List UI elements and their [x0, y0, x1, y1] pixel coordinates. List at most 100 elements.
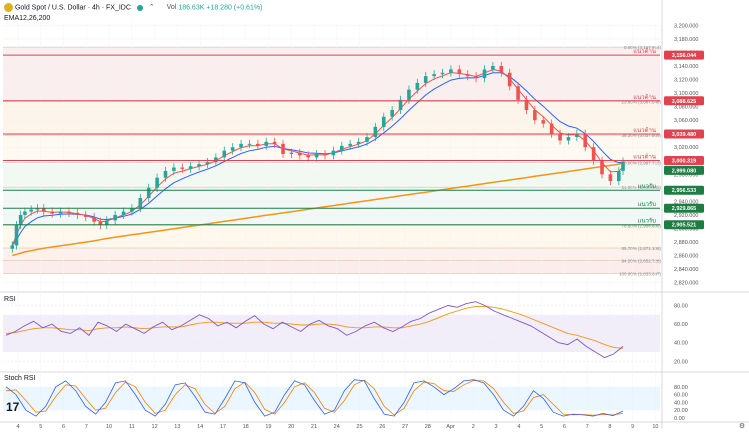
- candle-body: [172, 167, 176, 171]
- rsi-title: RSI: [4, 296, 16, 303]
- fib-zone: [3, 162, 660, 188]
- candle-body: [188, 166, 193, 169]
- level-tag: แนวต้าน: [633, 154, 656, 161]
- y-tick-label: 2,860.000: [674, 254, 698, 260]
- x-tick-label: 4: [16, 424, 19, 429]
- fib-zone: [3, 135, 660, 163]
- x-tick-label: 5: [39, 424, 42, 429]
- ema200-line: [12, 162, 624, 257]
- x-tick-label: 18: [243, 424, 249, 429]
- fib-label: 78.60% (2,904.695): [621, 223, 661, 228]
- indicator-legend[interactable]: EMA12,26,200: [4, 15, 50, 22]
- fib-zone: [3, 47, 660, 102]
- x-tick-label: 28: [425, 424, 431, 429]
- candle-body: [348, 143, 352, 146]
- candle-body: [14, 225, 19, 246]
- level-tag: แนวรับ: [638, 218, 657, 225]
- candle-body: [407, 89, 411, 100]
- x-tick-label: 21: [311, 424, 317, 429]
- candle-body: [608, 174, 613, 182]
- level-badge: [664, 50, 704, 60]
- candle-body: [180, 167, 185, 169]
- x-tick-label: 10: [106, 424, 112, 429]
- candle-body: [264, 141, 269, 146]
- fib-label: 94.20% (2,852.728): [621, 258, 661, 263]
- y-tick-label: 3,120.000: [674, 78, 698, 84]
- stoch-tick-label: 60.00: [674, 393, 688, 399]
- x-tick-label: 2: [472, 424, 475, 429]
- candle-body: [533, 110, 537, 121]
- current-price-label: 2,999.080: [672, 168, 696, 174]
- fib-zone: [3, 248, 660, 261]
- y-tick-label: 3,100.000: [674, 91, 698, 97]
- level-badge: [664, 203, 704, 213]
- level-badge-label: 3,156.044: [672, 53, 697, 59]
- tradingview-logo-icon: 17: [6, 400, 20, 414]
- level-badge-label: 3,000.319: [672, 159, 696, 165]
- candle-body: [41, 208, 46, 212]
- x-tick-label: 26: [379, 424, 385, 429]
- candle-body: [98, 221, 103, 226]
- level-badge-label: 2,929.865: [672, 206, 696, 212]
- rsi-ma-line: [5, 305, 624, 349]
- candle-body: [541, 120, 546, 124]
- candle-body: [155, 177, 159, 188]
- chart-menu-icon[interactable]: ⌃: [148, 4, 155, 12]
- candle-body: [10, 245, 15, 249]
- fib-label: 23.60% (3,087.548): [621, 100, 661, 105]
- symbol-header: Gold Spot / U.S. Dollar · 4h · FX_IDC ⌃ …: [4, 3, 262, 12]
- candle-body: [617, 170, 621, 182]
- x-tick-label: 3: [495, 424, 498, 429]
- rsi-line: [5, 301, 624, 359]
- fib-label: 100.00% (2,833.347): [619, 272, 662, 277]
- level-tag: แนวต้าน: [633, 94, 656, 101]
- candle-body: [356, 141, 361, 144]
- fib-label: 50.00% (2,997.713): [621, 160, 661, 165]
- x-tick-label: 6: [563, 424, 566, 429]
- candle-body: [516, 86, 520, 100]
- fib-label: 38.20% (3,037.868): [621, 133, 661, 138]
- indicator-label: EMA12,26,200: [4, 15, 51, 22]
- y-tick-label: 3,020.000: [674, 145, 698, 151]
- candle-body: [600, 160, 604, 175]
- candle-body: [23, 211, 27, 215]
- stoch-band: [3, 386, 660, 411]
- x-tick-label: 11: [129, 424, 135, 429]
- rsi-tick-label: 60.00: [674, 322, 688, 328]
- x-tick-label: 12: [152, 424, 158, 429]
- x-tick-label: 5: [540, 424, 543, 429]
- current-price-badge: [664, 165, 704, 175]
- candle-body: [130, 208, 134, 212]
- candle-body: [373, 126, 378, 138]
- level-badge: [664, 220, 704, 230]
- candle-body: [272, 141, 277, 144]
- candle-body: [247, 143, 252, 145]
- settings-gear-icon: ⚙: [739, 422, 745, 429]
- candle-body: [314, 154, 319, 158]
- candle-body: [281, 143, 285, 154]
- candle-body: [163, 170, 168, 178]
- candle-body: [549, 123, 554, 134]
- rsi-tick-label: 40.00: [674, 341, 688, 347]
- candle-body: [474, 76, 478, 79]
- stoch-legend[interactable]: Stoch RSI: [4, 375, 36, 382]
- candle-body: [306, 155, 311, 158]
- y-tick-label: 3,060.000: [674, 118, 698, 124]
- volume-value: 186.63K: [178, 4, 205, 12]
- candle-body: [432, 74, 436, 77]
- level-badge: [664, 129, 704, 139]
- candle-body: [239, 143, 243, 148]
- x-tick-label: 13: [174, 424, 180, 429]
- rsi-tick-label: 20.00: [674, 359, 688, 365]
- y-tick-label: 3,180.000: [674, 37, 698, 43]
- candle-body: [146, 187, 151, 198]
- level-tag: แนวรับ: [638, 183, 657, 190]
- y-tick-label: 3,140.000: [674, 64, 698, 70]
- level-badge: [664, 185, 704, 195]
- candle-body: [339, 145, 344, 151]
- y-tick-label: 2,980.000: [674, 172, 698, 178]
- stoch-tick-label: 0.00: [674, 416, 685, 422]
- rsi-legend[interactable]: RSI: [4, 296, 16, 303]
- candle-body: [205, 162, 210, 165]
